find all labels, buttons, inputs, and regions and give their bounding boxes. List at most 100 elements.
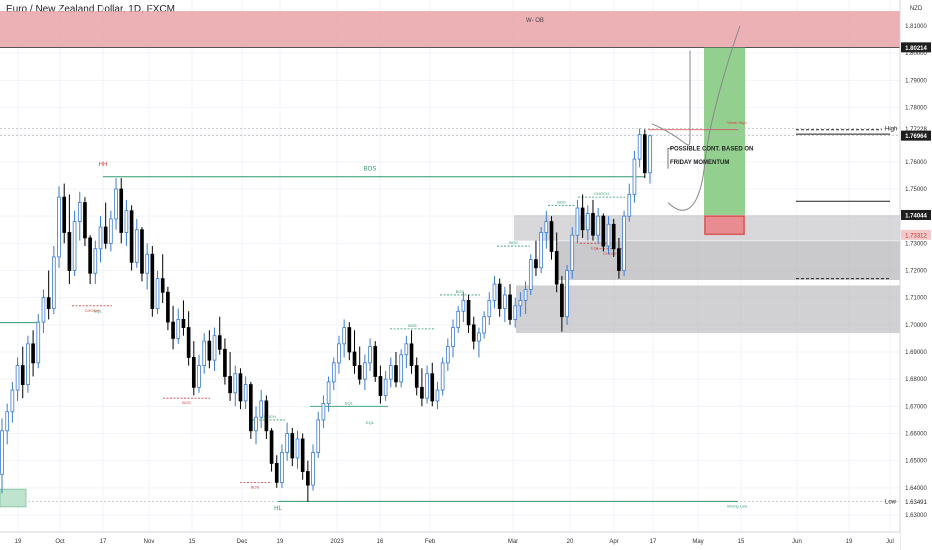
candle-body — [601, 215, 606, 247]
low-label: Low — [885, 500, 897, 506]
bull-candle — [632, 150, 637, 203]
bear-candle — [591, 199, 595, 241]
order-block-zone — [0, 11, 900, 48]
candle-body — [249, 384, 253, 432]
bull-candle — [197, 354, 201, 393]
structure-label: BOS — [251, 484, 260, 489]
bear-candle — [373, 341, 378, 382]
bear-candle — [274, 455, 279, 488]
stop-zone-inner — [704, 215, 745, 235]
y-tick-label: 1.69000 — [905, 350, 927, 356]
candle-body — [176, 318, 181, 339]
bull-candle — [637, 128, 642, 168]
candle-body — [492, 283, 497, 301]
bull-candle — [445, 338, 450, 372]
candle-body — [155, 278, 160, 309]
bull-candle — [399, 349, 403, 388]
candle-body — [435, 389, 440, 402]
candle-body — [399, 354, 403, 383]
projection-path-2 — [667, 25, 741, 211]
bear-candle — [150, 246, 155, 317]
bull-candle — [648, 134, 652, 184]
candle-body — [342, 327, 346, 345]
candle-body — [124, 210, 129, 233]
bear-candle — [420, 368, 424, 407]
x-tick-label: Apr — [609, 539, 618, 545]
bear-candle — [31, 330, 35, 377]
x-tick-label: 15 — [738, 539, 745, 545]
candle-body — [311, 452, 315, 486]
bear-candle — [160, 254, 165, 304]
candle-body — [77, 202, 82, 222]
candle-body — [508, 294, 512, 320]
bear-candle — [223, 338, 227, 385]
candle-body — [565, 270, 569, 318]
bull-candle — [72, 210, 77, 276]
structure-label: BOS — [509, 240, 518, 245]
candle-body — [575, 207, 580, 236]
price-label-box — [901, 229, 931, 240]
candle-body — [606, 223, 611, 247]
candle-body — [103, 226, 108, 244]
bull-candle — [404, 335, 409, 369]
candle-body — [36, 321, 41, 364]
y-tick-label: 1.75000 — [905, 187, 927, 193]
possible-cont-line2: FRIDAY MOMENTUM — [670, 160, 729, 166]
bull-candle — [124, 199, 129, 247]
bear-candle — [207, 330, 212, 369]
structure-label: EQL — [345, 400, 354, 405]
y-tick-label: 1.76000 — [905, 160, 927, 166]
y-tick-label: 1.77000 — [905, 133, 927, 139]
projection-path — [651, 50, 691, 146]
bear-candle — [300, 433, 305, 480]
x-tick-label: 16 — [377, 539, 384, 545]
bull-candle — [575, 199, 580, 244]
bear-candle — [264, 395, 269, 439]
price-label-box — [901, 123, 931, 134]
bull-candle — [243, 376, 248, 410]
candle-body — [57, 196, 61, 258]
candle-body — [373, 346, 378, 377]
bull-candle — [15, 357, 20, 401]
candle-body — [378, 376, 383, 396]
candle-body — [445, 346, 450, 364]
candle-body — [88, 237, 92, 274]
bull-candle — [363, 354, 367, 391]
price-label-box — [901, 209, 931, 220]
candle-body — [15, 365, 20, 391]
candle-body — [539, 232, 543, 269]
candle-body — [83, 202, 87, 239]
candle-body — [414, 365, 419, 388]
chart-title: Euro / New Zealand Dollar, 1D, FXCM — [6, 4, 175, 15]
candle-body — [637, 134, 642, 160]
candle-body — [197, 365, 201, 388]
bull-candle — [93, 240, 98, 285]
bull-candle — [326, 376, 331, 412]
candle-body — [456, 310, 461, 328]
candle-body — [627, 194, 632, 217]
structure-label: CHOCH — [261, 414, 276, 419]
candle-body — [191, 357, 196, 388]
bear-candle — [228, 352, 232, 401]
candle-body — [554, 251, 559, 285]
bull-candle — [280, 444, 284, 488]
y-tick-label: 1.72000 — [905, 269, 927, 275]
candle-body — [471, 324, 476, 342]
candle-body — [41, 297, 46, 323]
candle-body — [383, 378, 388, 396]
candle-body — [622, 215, 626, 271]
bull-candle — [383, 371, 388, 401]
candle-body — [0, 430, 4, 475]
bear-candle — [249, 381, 253, 439]
bear-candle — [88, 235, 92, 285]
eql-label: EQL — [366, 420, 375, 425]
bear-candle — [549, 216, 554, 260]
y-tick-label: 1.63000 — [905, 513, 927, 519]
candle-body — [363, 362, 367, 380]
bull-candle — [233, 365, 238, 407]
x-tick-label: Jun — [792, 539, 802, 545]
structure-label: CHOCH — [85, 308, 100, 313]
bull-candle — [98, 216, 103, 263]
candle-body — [648, 135, 652, 174]
bull-candle — [451, 319, 455, 358]
